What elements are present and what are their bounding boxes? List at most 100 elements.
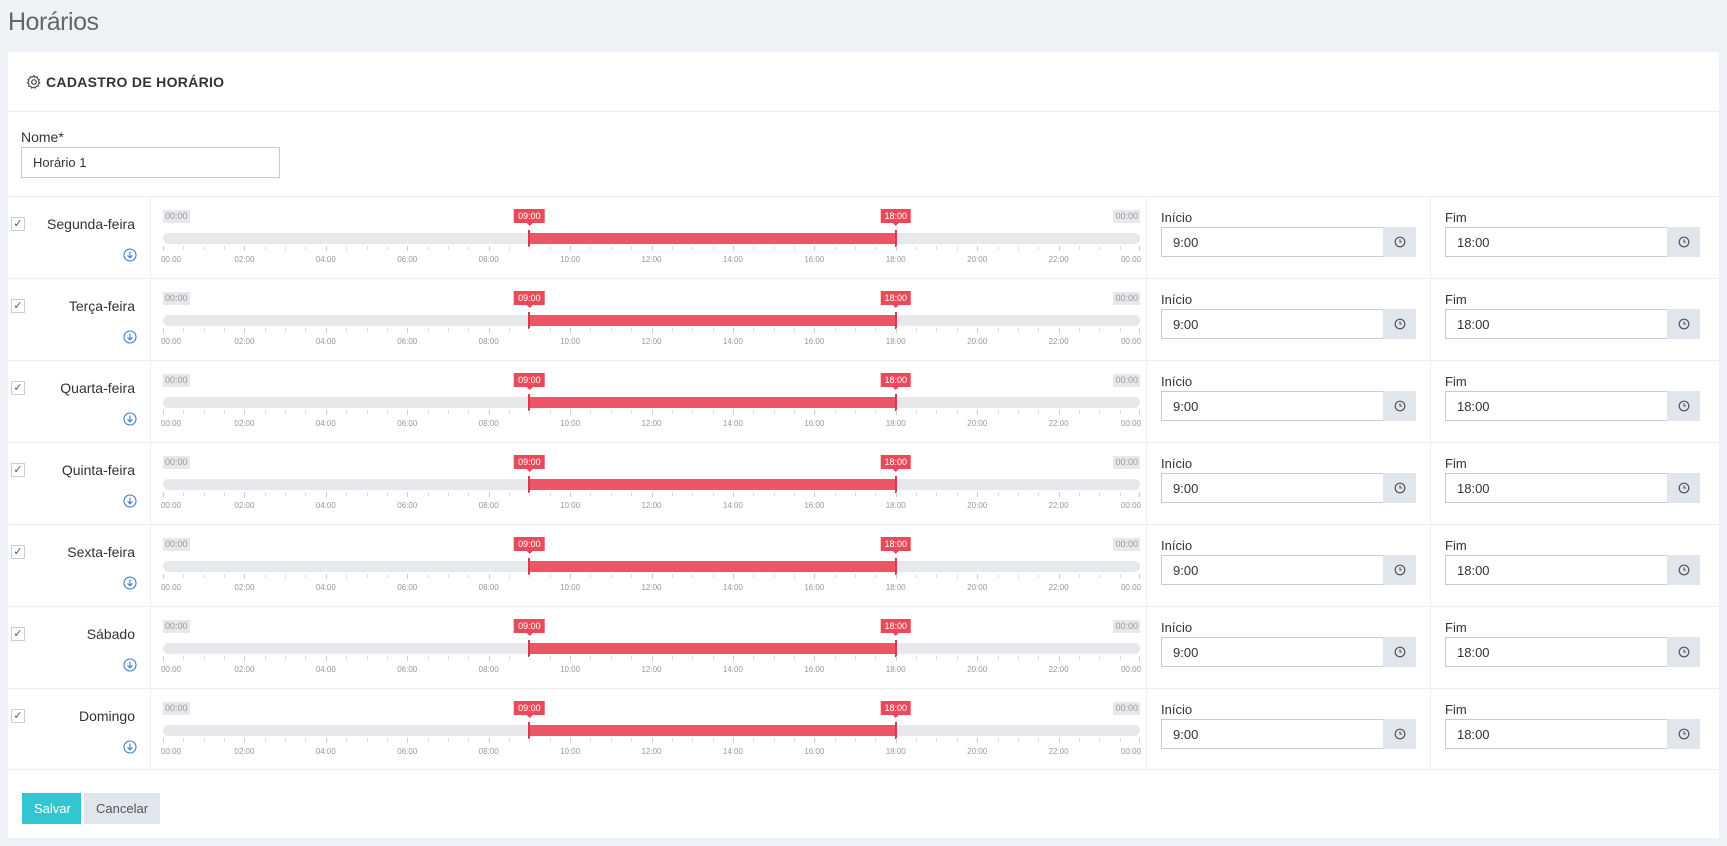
start-time-picker-button[interactable] <box>1383 391 1416 421</box>
day-checkbox[interactable]: ✓ <box>11 381 25 395</box>
start-time-picker-button[interactable] <box>1383 637 1416 667</box>
end-time-input[interactable] <box>1445 309 1667 339</box>
end-time-input[interactable] <box>1445 391 1667 421</box>
slider-start-handle[interactable] <box>528 558 531 575</box>
slider-tick <box>488 246 490 251</box>
start-time-input[interactable] <box>1161 391 1383 421</box>
slider-start-handle[interactable] <box>528 230 531 247</box>
slider-tick <box>1017 574 1019 578</box>
cancel-button[interactable]: Cancelar <box>84 793 160 824</box>
day-checkbox[interactable]: ✓ <box>11 709 25 723</box>
start-time-input[interactable] <box>1161 555 1383 585</box>
arrow-down-circle-icon[interactable] <box>123 658 137 672</box>
slider-end-handle[interactable] <box>894 558 897 575</box>
end-time-input[interactable] <box>1445 473 1667 503</box>
slider-end-handle[interactable] <box>894 722 897 739</box>
slider-tick <box>1119 410 1121 414</box>
start-time-picker-button[interactable] <box>1383 555 1416 585</box>
arrow-down-circle-icon[interactable] <box>123 740 137 754</box>
end-time-picker-button[interactable] <box>1667 637 1700 667</box>
time-range-slider[interactable]: 00:00 00:00 09:00 18:00 00:00 02:00 04:00 0… <box>161 279 1141 361</box>
day-checkbox[interactable]: ✓ <box>11 463 25 477</box>
time-range-slider[interactable]: 00:00 00:00 09:00 18:00 00:00 02:00 04:00 0… <box>161 197 1141 279</box>
start-time-picker-button[interactable] <box>1383 719 1416 749</box>
arrow-down-circle-icon[interactable] <box>123 576 137 590</box>
time-range-slider[interactable]: 00:00 00:00 09:00 18:00 00:00 02:00 04:00 0… <box>161 689 1141 771</box>
slider-tick <box>549 574 551 578</box>
slider-tick <box>285 574 287 578</box>
slider-start-handle[interactable] <box>528 722 531 739</box>
slider-tick-label: 02:00 <box>234 583 255 592</box>
slider-tick <box>814 246 816 251</box>
slider-tick-label: 08:00 <box>478 583 499 592</box>
slider-tick <box>977 410 979 415</box>
slider-tick <box>224 656 226 660</box>
slider-tick-label: 16:00 <box>804 255 825 264</box>
slider-start-handle[interactable] <box>528 312 531 329</box>
slider-track[interactable] <box>163 397 1140 408</box>
end-time-picker-button[interactable] <box>1667 309 1700 339</box>
slider-tick <box>427 328 429 332</box>
start-time-input[interactable] <box>1161 637 1383 667</box>
slider-end-handle[interactable] <box>894 312 897 329</box>
slider-track[interactable] <box>163 643 1140 654</box>
start-time-picker-button[interactable] <box>1383 309 1416 339</box>
arrow-down-circle-icon[interactable] <box>123 494 137 508</box>
slider-tick <box>305 328 307 332</box>
day-checkbox[interactable]: ✓ <box>11 627 25 641</box>
slider-track[interactable] <box>163 561 1140 572</box>
slider-start-handle[interactable] <box>528 476 531 493</box>
end-time-picker-button[interactable] <box>1667 719 1700 749</box>
time-range-slider[interactable]: 00:00 00:00 09:00 18:00 00:00 02:00 04:00 0… <box>161 361 1141 443</box>
day-checkbox[interactable]: ✓ <box>11 299 25 313</box>
start-time-input[interactable] <box>1161 473 1383 503</box>
slider-tick <box>834 246 836 250</box>
save-button[interactable]: Salvar <box>22 793 81 824</box>
slider-track[interactable] <box>163 479 1140 490</box>
time-range-slider[interactable]: 00:00 00:00 09:00 18:00 00:00 02:00 04:00 0… <box>161 607 1141 689</box>
slider-tick <box>773 410 775 414</box>
start-time-label: Início <box>1161 210 1193 225</box>
slider-tick-label: 20:00 <box>967 665 988 674</box>
end-time-input[interactable] <box>1445 555 1667 585</box>
start-time-input[interactable] <box>1161 227 1383 257</box>
slider-tick <box>855 246 857 250</box>
start-time-input[interactable] <box>1161 719 1383 749</box>
end-time-input[interactable] <box>1445 637 1667 667</box>
slider-start-handle[interactable] <box>528 640 531 657</box>
end-time-picker-button[interactable] <box>1667 473 1700 503</box>
end-time-input[interactable] <box>1445 227 1667 257</box>
slider-tick-label: 22:00 <box>1048 501 1069 510</box>
day-checkbox[interactable]: ✓ <box>11 217 25 231</box>
start-time-input[interactable] <box>1161 309 1383 339</box>
slider-tick <box>773 492 775 496</box>
end-time-picker-button[interactable] <box>1667 555 1700 585</box>
time-range-slider[interactable]: 00:00 00:00 09:00 18:00 00:00 02:00 04:00 0… <box>161 443 1141 525</box>
slider-tick <box>590 574 592 578</box>
time-range-slider[interactable]: 00:00 00:00 09:00 18:00 00:00 02:00 04:00 0… <box>161 525 1141 607</box>
start-time-picker-button[interactable] <box>1383 473 1416 503</box>
end-time-picker-button[interactable] <box>1667 227 1700 257</box>
day-checkbox[interactable]: ✓ <box>11 545 25 559</box>
slider-end-handle[interactable] <box>894 640 897 657</box>
slider-tick-label: 14:00 <box>722 583 743 592</box>
end-time-picker-button[interactable] <box>1667 391 1700 421</box>
clock-icon <box>1394 400 1405 412</box>
name-input[interactable] <box>21 147 280 178</box>
arrow-down-circle-icon[interactable] <box>123 248 137 262</box>
slider-end-handle[interactable] <box>894 476 897 493</box>
slider-track[interactable] <box>163 725 1140 736</box>
slider-track[interactable] <box>163 233 1140 244</box>
slider-selected-range <box>529 315 896 326</box>
slider-tick-label: 12:00 <box>641 337 662 346</box>
slider-track[interactable] <box>163 315 1140 326</box>
start-time-picker-button[interactable] <box>1383 227 1416 257</box>
slider-tick <box>1099 328 1101 332</box>
slider-start-handle[interactable] <box>528 394 531 411</box>
slider-tick <box>407 328 409 333</box>
arrow-down-circle-icon[interactable] <box>123 412 137 426</box>
end-time-input[interactable] <box>1445 719 1667 749</box>
slider-end-handle[interactable] <box>894 230 897 247</box>
slider-end-handle[interactable] <box>894 394 897 411</box>
arrow-down-circle-icon[interactable] <box>123 330 137 344</box>
